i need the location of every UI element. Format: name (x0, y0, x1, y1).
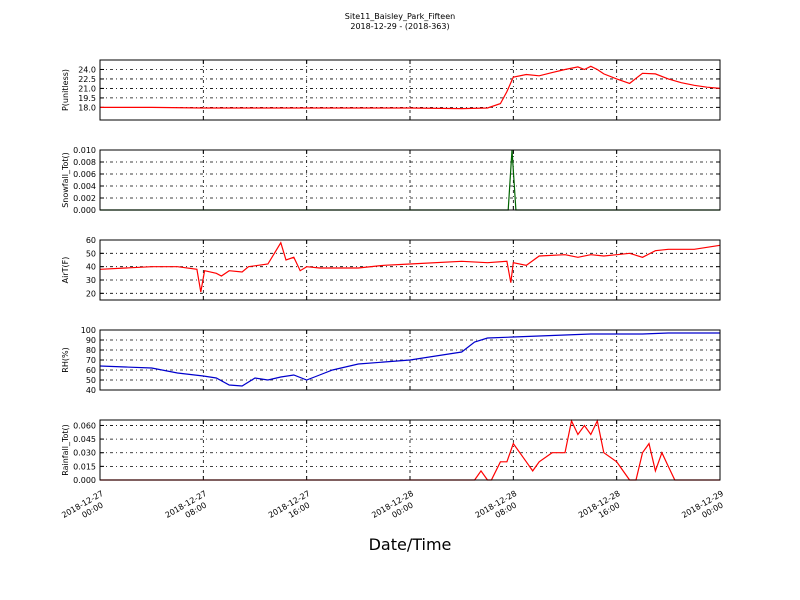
y-tick-label: 80 (86, 346, 96, 355)
y-tick-label: 40 (86, 263, 96, 272)
y-tick-label: 19.5 (78, 94, 96, 103)
x-tick-label: 2018-12-2800:00 (370, 489, 420, 529)
series-line (100, 65, 721, 110)
x-tick-label: 2018-12-2708:00 (164, 489, 214, 529)
y-tick-label: 0.000 (73, 206, 96, 215)
y-tick-label: 70 (86, 356, 96, 365)
y-tick-label: 90 (86, 336, 96, 345)
y-tick-label: 22.5 (78, 75, 96, 84)
axes-frame (99, 419, 721, 481)
chart-subtitle: 2018-12-29 - (2018-363) (350, 22, 449, 31)
y-tick-label: 0.000 (73, 476, 96, 485)
y-tick-label: 100 (81, 326, 96, 335)
axes-frame (99, 329, 721, 391)
series-line (99, 241, 721, 293)
y-tick-label: 60 (86, 366, 96, 375)
y-tick-label: 0.045 (73, 435, 96, 444)
axes-frame (99, 59, 721, 121)
series-line (100, 419, 720, 481)
y-tick-label: 50 (86, 376, 96, 385)
y-axis-label: Snowfall_Tot() (61, 152, 70, 208)
axes-frame (99, 149, 721, 211)
x-axis-label: Date/Time (369, 535, 452, 554)
y-tick-label: 0.008 (73, 158, 96, 167)
y-tick-label: 20 (86, 289, 96, 298)
y-tick-label: 24.0 (78, 65, 96, 74)
y-axis-label: AirT(F) (61, 257, 70, 284)
y-tick-label: 0.030 (73, 449, 96, 458)
y-tick-label: 18.0 (78, 103, 96, 112)
x-tick-label: 2018-12-2816:00 (577, 489, 627, 529)
y-tick-label: 0.015 (73, 462, 96, 471)
y-tick-label: 0.004 (73, 182, 96, 191)
panel-3: 20 30 40 50 60 AirT(F) (61, 236, 721, 301)
y-tick-label: 60 (86, 236, 96, 245)
x-tick-label: 2018-12-2808:00 (474, 489, 524, 529)
y-tick-label: 0.010 (73, 146, 96, 155)
y-tick-label: 0.006 (73, 170, 96, 179)
y-axis-label: RH(%) (61, 347, 70, 372)
x-tick-label: 2018-12-2716:00 (267, 489, 317, 529)
chart-title: Site11_Baisley_Park_Fifteen (345, 12, 455, 21)
y-axis-label: P(unitless) (61, 69, 70, 111)
y-tick-label: 30 (86, 276, 96, 285)
panels: 18.019.521.022.524.0P(unitless)0.0000.00… (60, 59, 730, 529)
y-tick-label: 0.060 (73, 421, 96, 430)
series-line (99, 332, 720, 387)
x-tick-label: 2018-12-2900:00 (680, 489, 730, 529)
panel-2: 0.000 0.002 0.004 0.006 0.008 0.010Snowfall_T… (61, 146, 721, 215)
axes-frame (99, 239, 721, 301)
y-axis-label: Rainfall_Tot() (61, 424, 70, 476)
panel-1: 18.019.521.022.524.0 P(unitless) (61, 59, 721, 121)
x-tick-label: 2018-12-2700:00 (60, 489, 110, 529)
y-tick-label: 0.002 (73, 194, 96, 203)
y-tick-label: 21.0 (78, 84, 96, 93)
y-tick-label: 40 (86, 386, 96, 395)
y-tick-label: 50 (86, 249, 96, 258)
